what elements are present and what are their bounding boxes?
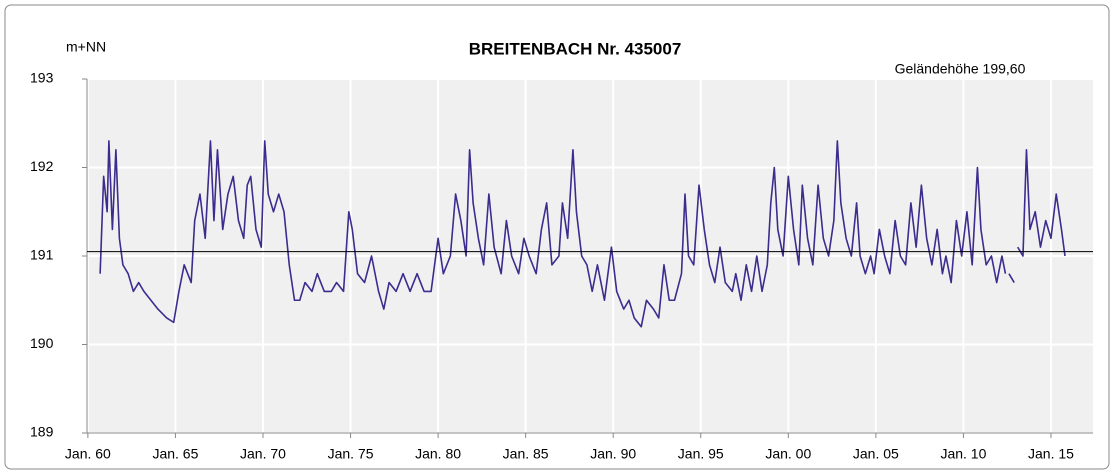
y-tick-label: 190 [30, 335, 54, 351]
x-tick-label: Jan. 15 [1028, 446, 1074, 462]
y-tick-label: 193 [30, 70, 54, 86]
x-tick-label: Jan. 00 [765, 446, 811, 462]
x-tick-label: Jan. 85 [503, 446, 549, 462]
x-tick-label: Jan. 90 [590, 446, 636, 462]
x-tick-label: Jan. 75 [328, 446, 374, 462]
y-tick-label: 189 [30, 424, 54, 440]
x-tick-label: Jan. 65 [152, 446, 198, 462]
y-tick-label: 192 [30, 158, 54, 174]
y-axis-label: m+NN [66, 39, 106, 55]
x-tick-label: Jan. 80 [415, 446, 461, 462]
x-tick-label: Jan. 05 [853, 446, 899, 462]
series-line [99, 140, 1066, 328]
x-tick-label: Jan. 70 [240, 446, 286, 462]
x-tick-label: Jan. 10 [940, 446, 986, 462]
chart-title: BREITENBACH Nr. 435007 [469, 39, 682, 58]
annotation: Geländehöhe 199,60 [895, 61, 1026, 77]
x-tick-label: Jan. 95 [678, 446, 724, 462]
x-tick-label: Jan. 60 [65, 446, 111, 462]
y-tick-label: 191 [30, 247, 54, 263]
